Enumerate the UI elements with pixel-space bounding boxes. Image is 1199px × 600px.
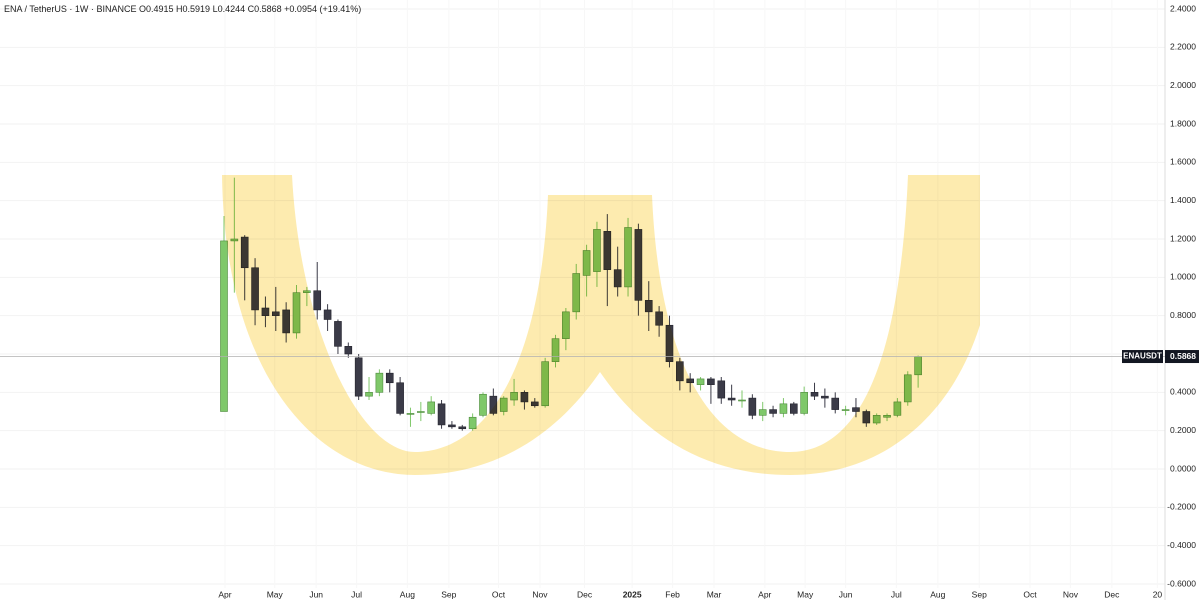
candle-body	[334, 321, 342, 347]
candle-body	[396, 382, 404, 414]
candle-body	[344, 346, 353, 355]
y-tick-label: 1.6000	[1170, 157, 1196, 167]
y-tick-label: 2.2000	[1170, 42, 1196, 52]
interval: 1W	[75, 4, 89, 14]
y-tick-label: -0.6000	[1167, 578, 1196, 588]
candle-body	[789, 403, 798, 414]
y-tick-label: -0.4000	[1167, 540, 1196, 550]
candle-body	[821, 395, 829, 399]
candle-body	[717, 380, 726, 399]
candle-body	[800, 392, 808, 414]
candle-body	[468, 416, 477, 430]
open-value: O0.4915	[139, 4, 174, 14]
candle-body	[696, 378, 705, 385]
x-tick-label: May	[797, 589, 814, 599]
x-tick-label: May	[267, 589, 284, 599]
candle-body	[769, 409, 777, 414]
x-tick-label: Oct	[1023, 589, 1037, 599]
candle-body	[417, 411, 425, 413]
y-tick-label: 0.0000	[1170, 463, 1196, 473]
price-tag	[1165, 350, 1199, 364]
x-tick-label: Mar	[707, 589, 722, 599]
low-value: L0.4244	[213, 4, 246, 14]
x-tick-label: Nov	[1063, 589, 1079, 599]
y-tick-label: 0.8000	[1170, 310, 1196, 320]
candle-body	[707, 378, 715, 385]
y-tick-label: 0.4000	[1170, 387, 1196, 397]
candle-body	[448, 424, 456, 428]
candle-body	[220, 240, 228, 412]
candle-body	[406, 413, 415, 415]
candle-body	[354, 357, 363, 397]
candle-body	[727, 397, 736, 401]
separator: ·	[69, 4, 72, 14]
x-tick-label: Nov	[532, 589, 548, 599]
header: ENA / TetherUS · 1W · BINANCE O0.4915 H0…	[4, 4, 361, 14]
candle-body	[779, 403, 788, 414]
x-tick-label: Sep	[441, 589, 456, 599]
x-tick-label: Aug	[930, 589, 945, 599]
high-value: H0.5919	[176, 4, 210, 14]
x-tick-label: 2025	[623, 589, 642, 599]
candle-body	[758, 409, 767, 416]
x-tick-label: Feb	[665, 589, 680, 599]
separator: ·	[91, 4, 94, 14]
w-pattern-highlight	[222, 175, 980, 475]
x-tick-label: Sep	[972, 589, 987, 599]
y-tick-label: 1.0000	[1170, 272, 1196, 282]
x-tick-label: Jun	[839, 589, 853, 599]
candle-body	[841, 409, 850, 411]
candle-body	[479, 393, 487, 416]
price-tag-label: 0.5868	[1170, 351, 1196, 361]
symbol: ENA / TetherUS	[4, 4, 67, 14]
candle-body	[437, 403, 446, 426]
x-tick-label: 20	[1153, 589, 1163, 599]
candle-body	[810, 392, 819, 397]
x-tick-label: Jun	[309, 589, 323, 599]
x-tick-label: Jul	[351, 589, 362, 599]
candle-body	[375, 372, 384, 393]
candle-body	[323, 309, 332, 320]
symbol-tag	[1122, 350, 1163, 364]
candle-body	[831, 397, 840, 410]
y-tick-label: 1.2000	[1170, 233, 1196, 243]
symbol-tag-label: ENAUSDT	[1123, 352, 1162, 361]
change-value: +0.0954 (+19.41%)	[284, 4, 361, 14]
candle-body	[748, 397, 757, 416]
x-tick-label: Apr	[758, 589, 771, 599]
x-tick-label: Aug	[400, 589, 415, 599]
candle-body	[313, 290, 322, 311]
close-value: C0.5868	[248, 4, 282, 14]
x-tick-label: Jul	[891, 589, 902, 599]
y-tick-label: 0.2000	[1170, 425, 1196, 435]
x-tick-label: Dec	[1104, 589, 1120, 599]
y-tick-label: 1.4000	[1170, 195, 1196, 205]
candle-body	[738, 399, 746, 402]
candle-body	[365, 392, 373, 397]
y-tick-label: 2.0000	[1170, 80, 1196, 90]
y-tick-label: 1.8000	[1170, 118, 1196, 128]
x-tick-label: Dec	[577, 589, 593, 599]
exchange: BINANCE	[96, 4, 136, 14]
x-tick-label: Oct	[492, 589, 506, 599]
y-tick-label: 2.4000	[1170, 3, 1196, 13]
candle-body	[458, 426, 467, 430]
x-tick-label: Apr	[218, 589, 231, 599]
y-tick-label: -0.2000	[1167, 502, 1196, 512]
candle-body	[385, 372, 394, 384]
candle-body	[427, 401, 435, 414]
